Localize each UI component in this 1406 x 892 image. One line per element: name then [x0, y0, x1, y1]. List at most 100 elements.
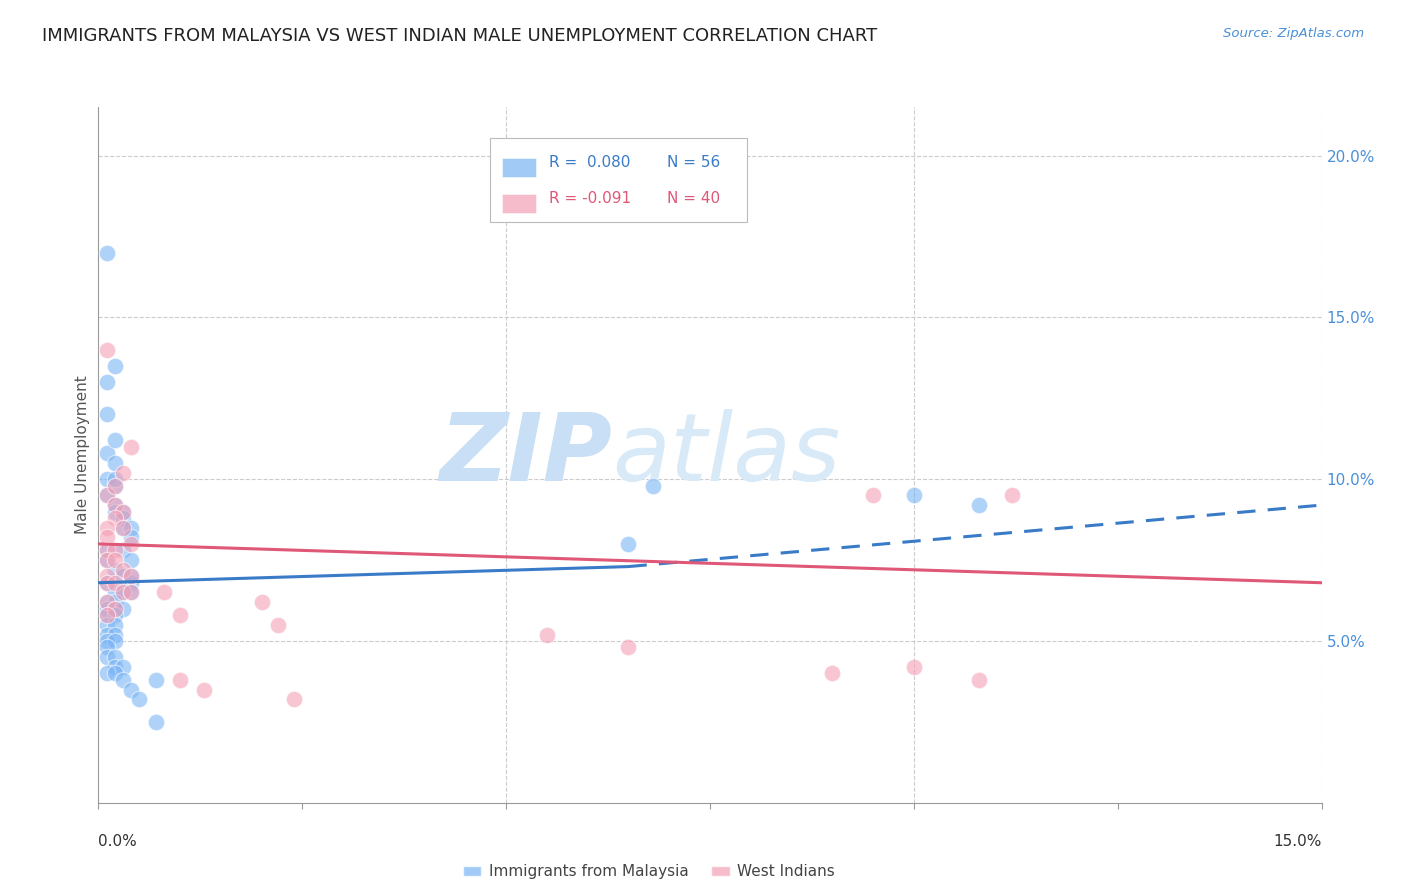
Point: [96, 245, 118, 260]
Point: [111, 673, 134, 687]
Point: [111, 543, 134, 558]
Text: ZIP: ZIP: [439, 409, 612, 501]
Point: [267, 617, 290, 632]
FancyBboxPatch shape: [502, 158, 536, 178]
Point: [104, 595, 127, 609]
Point: [111, 585, 134, 599]
Legend: Immigrants from Malaysia, West Indians: Immigrants from Malaysia, West Indians: [457, 858, 841, 886]
Point: [111, 521, 134, 535]
Point: [104, 601, 127, 615]
Point: [111, 521, 134, 535]
Point: [96, 595, 118, 609]
Point: [104, 553, 127, 567]
Point: [967, 673, 990, 687]
Point: [96, 595, 118, 609]
Text: 15.0%: 15.0%: [1274, 834, 1322, 849]
Point: [111, 511, 134, 525]
Point: [111, 563, 134, 577]
Point: [96, 608, 118, 623]
Point: [120, 521, 142, 535]
Point: [104, 434, 127, 448]
Point: [96, 488, 118, 502]
Point: [104, 617, 127, 632]
Point: [96, 569, 118, 583]
Point: [96, 375, 118, 389]
Point: [903, 488, 925, 502]
Point: [96, 553, 118, 567]
Point: [120, 585, 142, 599]
Point: [111, 569, 134, 583]
Point: [96, 627, 118, 641]
Point: [536, 627, 558, 641]
Point: [120, 553, 142, 567]
Point: [120, 440, 142, 454]
Point: [104, 498, 127, 512]
Point: [120, 537, 142, 551]
Point: [111, 504, 134, 518]
Point: [250, 595, 273, 609]
Point: [111, 601, 134, 615]
FancyBboxPatch shape: [502, 194, 536, 213]
Point: [96, 543, 118, 558]
Point: [641, 478, 664, 492]
Point: [111, 504, 134, 518]
Point: [169, 608, 191, 623]
Text: Source: ZipAtlas.com: Source: ZipAtlas.com: [1223, 27, 1364, 40]
Point: [169, 673, 191, 687]
Text: 0.0%: 0.0%: [98, 834, 138, 849]
Point: [120, 585, 142, 599]
Point: [96, 666, 118, 681]
Point: [104, 511, 127, 525]
Point: [145, 714, 167, 729]
Point: [120, 531, 142, 545]
Point: [104, 666, 127, 681]
Point: [104, 585, 127, 599]
Point: [617, 640, 640, 655]
Text: atlas: atlas: [612, 409, 841, 500]
Point: [96, 343, 118, 357]
Point: [104, 601, 127, 615]
Point: [96, 521, 118, 535]
Text: R =  0.080: R = 0.080: [548, 154, 630, 169]
Point: [104, 650, 127, 665]
Point: [821, 666, 844, 681]
Point: [96, 601, 118, 615]
Point: [104, 543, 127, 558]
Point: [104, 456, 127, 470]
Point: [104, 634, 127, 648]
Point: [96, 553, 118, 567]
Point: [96, 543, 118, 558]
Point: [120, 575, 142, 590]
Point: [96, 650, 118, 665]
Point: [104, 504, 127, 518]
Point: [96, 634, 118, 648]
Point: [96, 488, 118, 502]
Point: [96, 640, 118, 655]
Point: [104, 498, 127, 512]
Point: [145, 673, 167, 687]
Point: [104, 627, 127, 641]
Text: N = 40: N = 40: [668, 191, 720, 206]
Point: [120, 682, 142, 697]
Point: [104, 478, 127, 492]
Point: [96, 608, 118, 623]
Point: [1001, 488, 1024, 502]
Point: [104, 478, 127, 492]
Point: [111, 660, 134, 674]
Point: [96, 575, 118, 590]
Point: [104, 608, 127, 623]
Point: [96, 472, 118, 486]
Point: [111, 466, 134, 480]
Text: N = 56: N = 56: [668, 154, 720, 169]
Text: IMMIGRANTS FROM MALAYSIA VS WEST INDIAN MALE UNEMPLOYMENT CORRELATION CHART: IMMIGRANTS FROM MALAYSIA VS WEST INDIAN …: [42, 27, 877, 45]
Text: R = -0.091: R = -0.091: [548, 191, 631, 206]
Point: [862, 488, 884, 502]
Point: [903, 660, 925, 674]
Point: [120, 569, 142, 583]
Point: [104, 563, 127, 577]
Point: [193, 682, 215, 697]
Point: [283, 692, 305, 706]
Point: [128, 692, 150, 706]
Point: [111, 585, 134, 599]
Point: [104, 575, 127, 590]
